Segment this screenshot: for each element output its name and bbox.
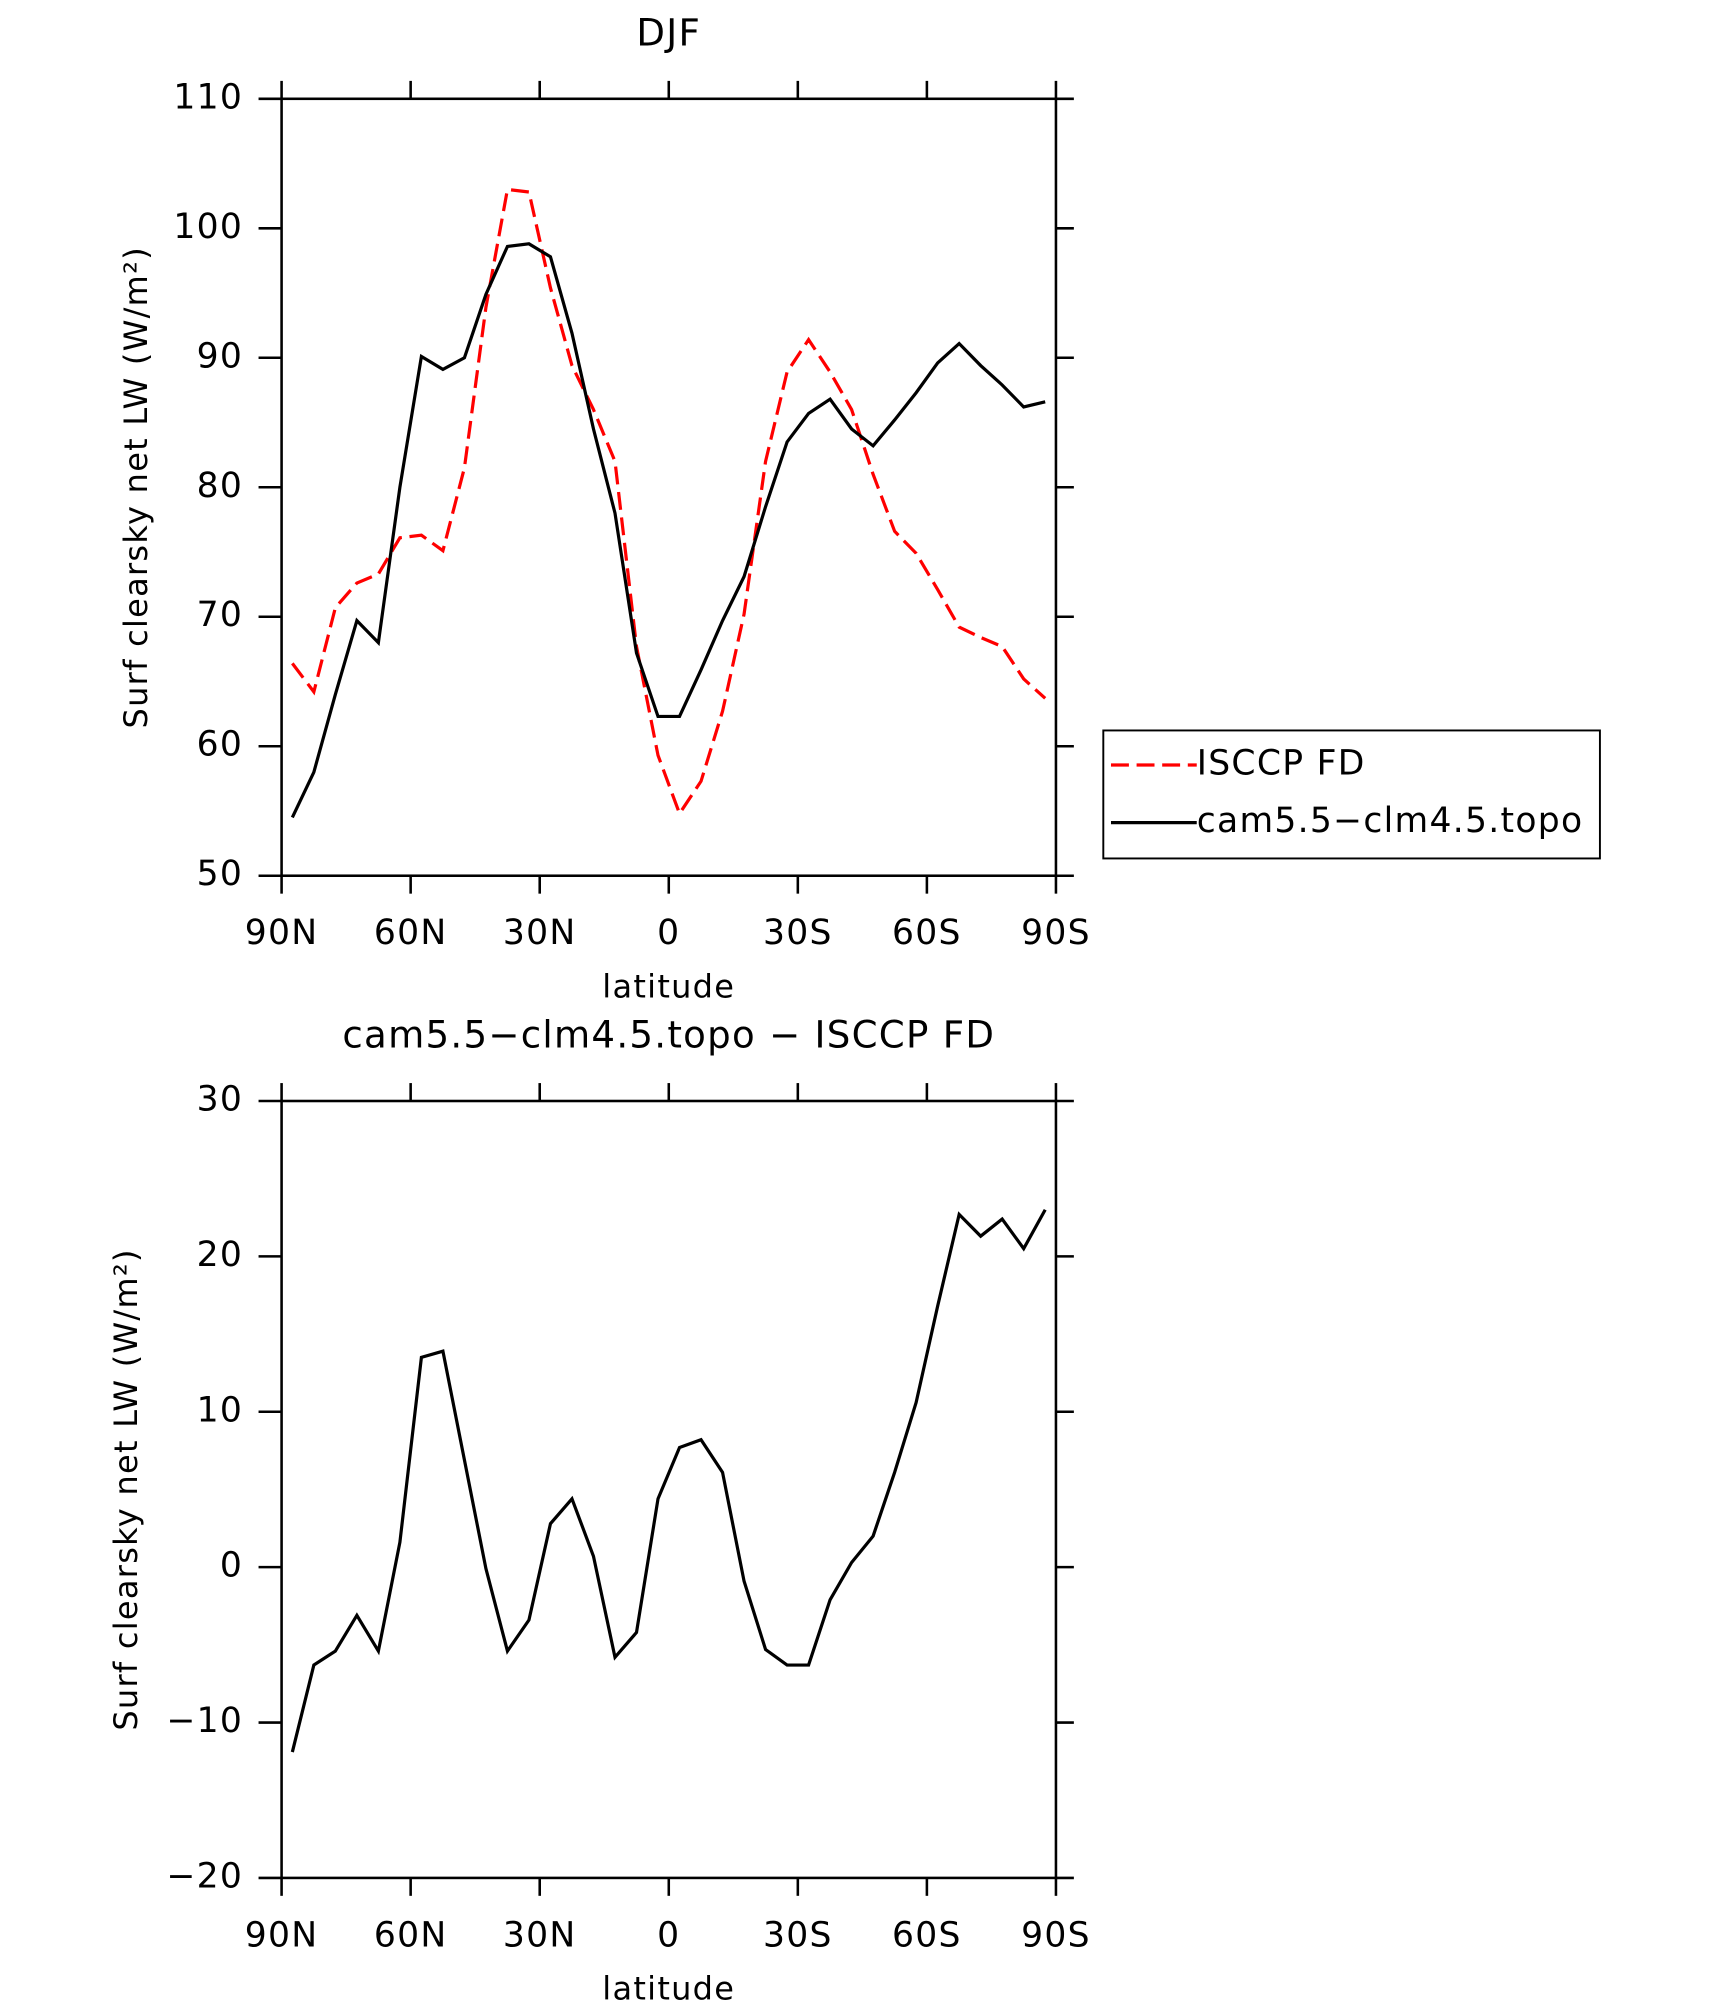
x-tick-label: 90N bbox=[245, 1915, 319, 1955]
x-tick-label: 90N bbox=[245, 913, 319, 953]
y-tick-label: 0 bbox=[220, 1546, 243, 1586]
legend-label: cam5.5−clm4.5.topo bbox=[1197, 801, 1584, 841]
chart-title: cam5.5−clm4.5.topo − ISCCP FD bbox=[342, 1013, 995, 1056]
x-tick-label: 30N bbox=[503, 913, 577, 953]
plot: cam5.5−clm4.5.topo − ISCCP FD latitude Sur… bbox=[107, 1013, 1091, 2008]
y-axis-label: Surf clearsky net LW (W/m²) bbox=[107, 1248, 145, 1730]
x-axis-label: latitude bbox=[602, 1970, 735, 2008]
plot: DJF latitude Surf clearsky net LW (W/m²) 50… bbox=[117, 11, 1601, 1005]
x-tick-label: 60S bbox=[892, 1915, 962, 1955]
y-axis-label: Surf clearsky net LW (W/m²) bbox=[117, 246, 155, 728]
data-line bbox=[290, 1208, 1047, 1753]
y-tick-label: −20 bbox=[166, 1856, 243, 1896]
x-tick-label: 30N bbox=[503, 1915, 577, 1955]
x-tick-label: 30S bbox=[763, 913, 833, 953]
y-tick-label: 20 bbox=[197, 1235, 244, 1275]
y-tick-label: 80 bbox=[197, 466, 244, 506]
y-tick-label: 50 bbox=[197, 854, 244, 894]
y-tick-label: 70 bbox=[197, 595, 244, 635]
x-axis-label: latitude bbox=[602, 967, 735, 1005]
x-tick-label: 0 bbox=[657, 913, 680, 953]
data-line bbox=[291, 187, 1047, 818]
chart-title: DJF bbox=[636, 11, 701, 54]
y-tick-label: 10 bbox=[197, 1390, 244, 1430]
y-tick-label: 30 bbox=[197, 1079, 244, 1119]
y-tick-label: 90 bbox=[197, 336, 244, 376]
x-tick-label: 90S bbox=[1021, 913, 1091, 953]
x-tick-label: 30S bbox=[763, 1915, 833, 1955]
plot-frame bbox=[280, 1099, 1058, 1880]
x-tick-label: 60N bbox=[374, 913, 448, 953]
plot-frame bbox=[280, 97, 1058, 878]
y-tick-label: 100 bbox=[173, 207, 243, 247]
y-tick-label: −10 bbox=[166, 1701, 243, 1741]
y-tick-label: 60 bbox=[197, 725, 244, 765]
y-tick-label: 110 bbox=[173, 77, 243, 117]
x-tick-label: 0 bbox=[657, 1915, 680, 1955]
x-tick-label: 60S bbox=[892, 913, 962, 953]
legend-label: ISCCP FD bbox=[1197, 744, 1366, 784]
x-tick-label: 60N bbox=[374, 1915, 448, 1955]
data-line bbox=[290, 242, 1046, 819]
legend-box bbox=[1102, 729, 1601, 860]
x-tick-label: 90S bbox=[1021, 1915, 1091, 1955]
